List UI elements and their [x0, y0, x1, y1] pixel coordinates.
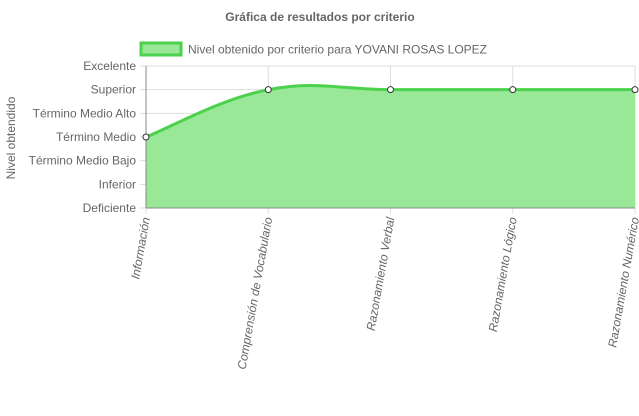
series-fill — [146, 85, 635, 208]
data-points — [142, 86, 639, 141]
chart-title: Gráfica de resultados por criterio — [225, 10, 414, 24]
y-tick-label: Término Medio Bajo — [29, 154, 137, 168]
x-tick-label: Razonamiento Lógico — [486, 216, 520, 333]
data-point[interactable] — [387, 86, 394, 94]
y-tick-label: Término Medio Alto — [33, 106, 137, 120]
x-tick-labels: Información Comprensión de Vocabulario Raz… — [128, 216, 639, 371]
x-tick-label: Comprensión de Vocabulario — [235, 216, 276, 371]
y-tick-label: Término Medio — [56, 130, 136, 144]
y-tick-labels: Deficiente Inferior Término Medio Bajo Térm… — [29, 59, 137, 215]
data-point[interactable] — [631, 86, 639, 94]
x-tick-label: Información — [128, 216, 153, 280]
legend-swatch — [139, 41, 183, 57]
y-axis-label: Nivel obtendido — [4, 96, 18, 179]
series-area — [145, 83, 635, 208]
y-tick-label: Deficiente — [83, 201, 137, 215]
data-point[interactable] — [142, 133, 150, 141]
y-tick-label: Inferior — [99, 177, 136, 191]
x-tick-label: Razonamiento Verbal — [364, 216, 398, 332]
y-tick-label: Excelente — [83, 59, 136, 73]
data-point[interactable] — [509, 86, 517, 94]
y-tick-label: Superior — [91, 83, 136, 97]
legend-label: Nivel obtenido por criterio para YOVANI … — [188, 43, 487, 57]
legend[interactable]: Nivel obtenido por criterio para YOVANI … — [139, 41, 487, 57]
x-tick-label: Razonamiento Numérico — [605, 216, 639, 349]
data-point[interactable] — [264, 86, 272, 94]
